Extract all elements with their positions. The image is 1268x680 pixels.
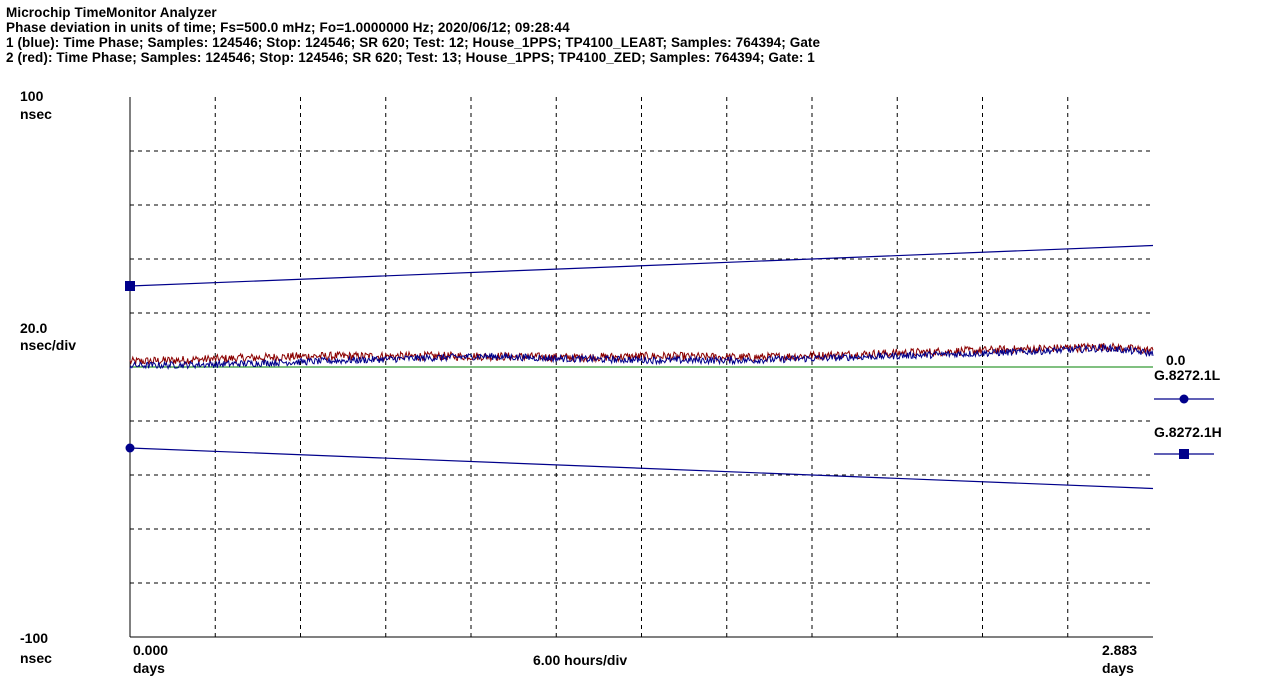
x-axis-end-value: 2.883 [1102, 642, 1138, 658]
mask-low-line [129, 447, 1154, 490]
x-axis-scale: 6.00 hours/div [533, 652, 628, 668]
chart-subtitle: Phase deviation in units of time; Fs=500… [6, 20, 570, 35]
y-axis-top-unit: nsec [20, 106, 52, 122]
series-blue-line [129, 343, 1154, 370]
y-axis-bottom-unit: nsec [20, 650, 52, 666]
series-2-description: 2 (red): Time Phase; Samples: 124546; St… [6, 50, 815, 65]
zero-line-label: 0.0 [1166, 352, 1186, 368]
x-axis-start-value: 0.000 [133, 642, 169, 658]
mask-low-marker [125, 443, 135, 453]
mask-high-label: G.8272.1H [1154, 424, 1222, 440]
mask-low-label: G.8272.1L [1154, 367, 1221, 383]
y-axis-scale-value: 20.0 [20, 320, 48, 336]
series-red-line [129, 341, 1154, 366]
x-axis-start-unit: days [133, 660, 165, 676]
mask-high-marker [125, 281, 135, 291]
legend-high-marker-icon [1179, 449, 1189, 459]
x-axis-end-unit: days [1102, 660, 1134, 676]
mask-high-line [129, 244, 1154, 287]
y-axis-scale-unit: nsec/div [20, 337, 77, 353]
series-1-description: 1 (blue): Time Phase; Samples: 124546; S… [6, 35, 821, 50]
app-title: Microchip TimeMonitor Analyzer [6, 5, 217, 20]
y-axis-top-value: 100 [20, 88, 44, 104]
legend-low-marker-icon [1179, 394, 1189, 404]
y-axis-bottom-value: -100 [20, 630, 49, 646]
